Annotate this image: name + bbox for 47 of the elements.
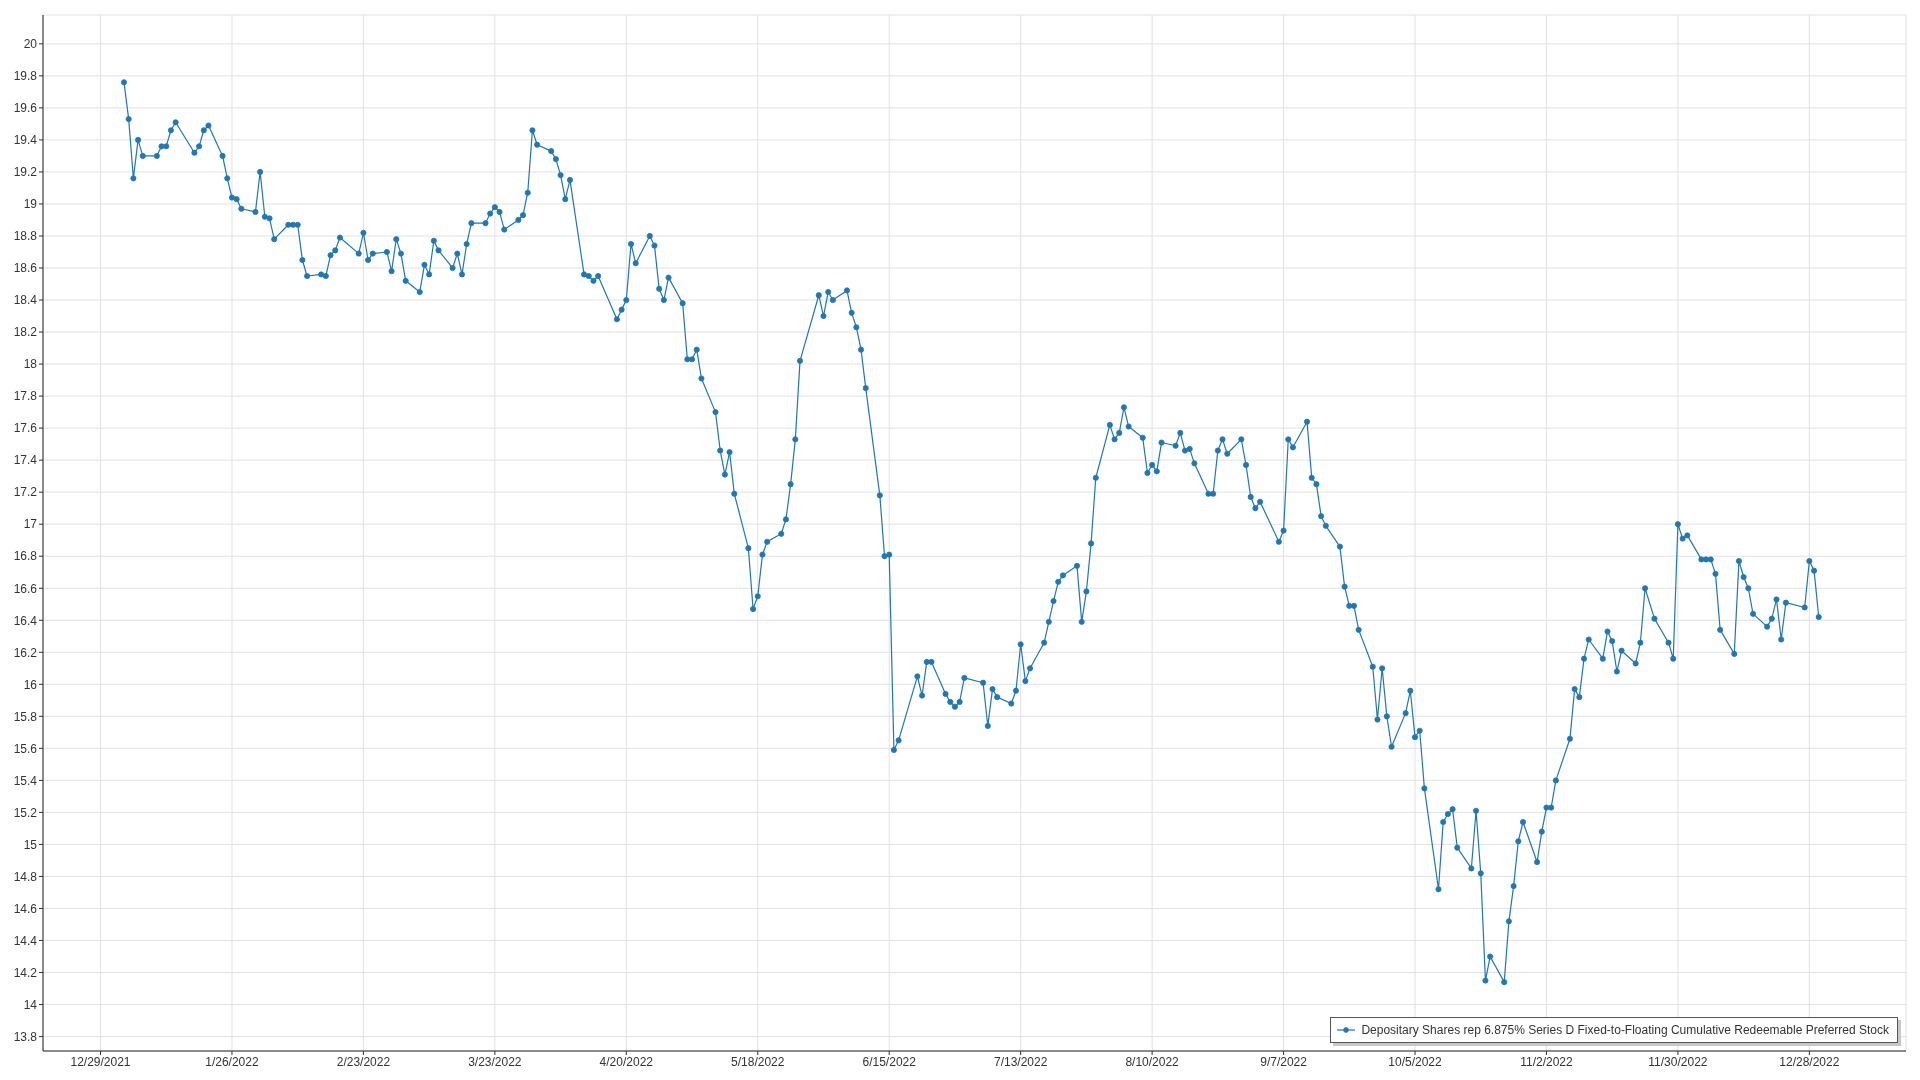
y-tick-label: 19 xyxy=(23,197,38,212)
x-tick-label: 6/15/2022 xyxy=(862,1054,917,1069)
x-tick-label: 12/28/2022 xyxy=(1779,1054,1840,1069)
x-tick-label: 1/26/2022 xyxy=(205,1054,259,1069)
y-tick-label: 15.4 xyxy=(13,773,38,788)
x-tick-label: 4/20/2022 xyxy=(599,1054,654,1069)
y-tick-label: 16 xyxy=(23,677,38,692)
y-tick-label: 17 xyxy=(23,517,38,532)
y-tick-label: 18.6 xyxy=(13,261,38,276)
y-tick-label: 16.6 xyxy=(13,581,38,596)
y-tick-label: 17.2 xyxy=(13,485,38,500)
y-tick-label: 14.2 xyxy=(13,965,38,980)
y-tick-label: 19.4 xyxy=(13,133,38,148)
y-tick-label: 14 xyxy=(23,997,38,1012)
y-tick-label: 17.4 xyxy=(13,453,38,468)
x-tick-label: 7/13/2022 xyxy=(993,1054,1048,1069)
y-tick-label: 15.6 xyxy=(13,741,38,756)
y-tick-label: 19.6 xyxy=(13,101,38,116)
x-tick-label: 11/2/2022 xyxy=(1520,1054,1574,1069)
y-tick-label: 18.8 xyxy=(13,229,38,244)
x-tick-label: 8/10/2022 xyxy=(1125,1054,1180,1069)
y-tick-label: 14.6 xyxy=(13,901,38,916)
y-tick-label: 17.6 xyxy=(13,421,38,436)
x-tick-label: 9/7/2022 xyxy=(1260,1054,1308,1069)
x-tick-label: 12/29/2021 xyxy=(70,1054,131,1069)
y-tick-label: 17.8 xyxy=(13,389,38,404)
y-tick-label: 13.8 xyxy=(13,1029,38,1044)
y-tick-label: 15.8 xyxy=(13,709,38,724)
legend-label: Depositary Shares rep 6.875% Series D Fixed-to-Floating Cumulative Redeemable Preferred Stock xyxy=(1361,1022,1889,1038)
y-tick-label: 14.4 xyxy=(13,933,38,948)
y-tick-label: 19.8 xyxy=(13,69,38,84)
y-tick-label: 18.4 xyxy=(13,293,38,308)
y-tick-label: 16.8 xyxy=(13,549,38,564)
y-tick-label: 18.2 xyxy=(13,325,38,340)
y-tick-label: 15.2 xyxy=(13,805,38,820)
y-tick-label: 16.4 xyxy=(13,613,38,628)
x-tick-label: 11/30/2022 xyxy=(1648,1054,1708,1069)
y-tick-label: 15 xyxy=(23,837,38,852)
y-tick-label: 19.2 xyxy=(13,165,38,180)
x-tick-label: 5/18/2022 xyxy=(731,1054,785,1069)
x-tick-label: 2/23/2022 xyxy=(336,1054,391,1069)
y-tick-label: 18 xyxy=(23,357,38,372)
x-tick-label: 10/5/2022 xyxy=(1388,1054,1443,1069)
y-tick-label: 20 xyxy=(23,37,38,52)
y-tick-label: 14.8 xyxy=(13,869,38,884)
x-tick-label: 3/23/2022 xyxy=(468,1054,522,1069)
y-tick-label: 16.2 xyxy=(13,645,38,660)
